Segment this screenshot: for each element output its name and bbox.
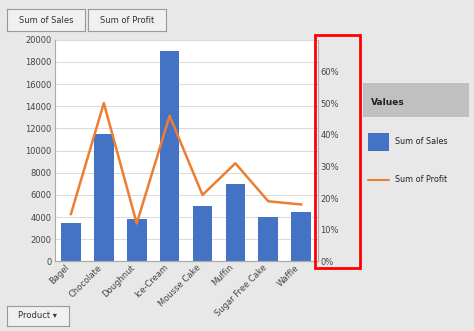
- Text: Product ▾: Product ▾: [18, 311, 57, 320]
- Bar: [291, 212, 311, 261]
- Bar: [226, 184, 245, 261]
- Bar: [61, 223, 81, 261]
- Bar: [94, 134, 114, 261]
- Text: Sum of Profit: Sum of Profit: [394, 175, 447, 184]
- FancyBboxPatch shape: [363, 83, 469, 117]
- Bar: [160, 51, 180, 261]
- Text: Values: Values: [371, 98, 405, 107]
- Text: Sum of Sales: Sum of Sales: [394, 137, 447, 146]
- Text: Sum of Profit: Sum of Profit: [100, 16, 154, 25]
- Bar: [258, 217, 278, 261]
- Bar: [368, 133, 389, 151]
- Bar: [192, 206, 212, 261]
- Bar: [127, 219, 146, 261]
- Text: Sum of Sales: Sum of Sales: [19, 16, 73, 25]
